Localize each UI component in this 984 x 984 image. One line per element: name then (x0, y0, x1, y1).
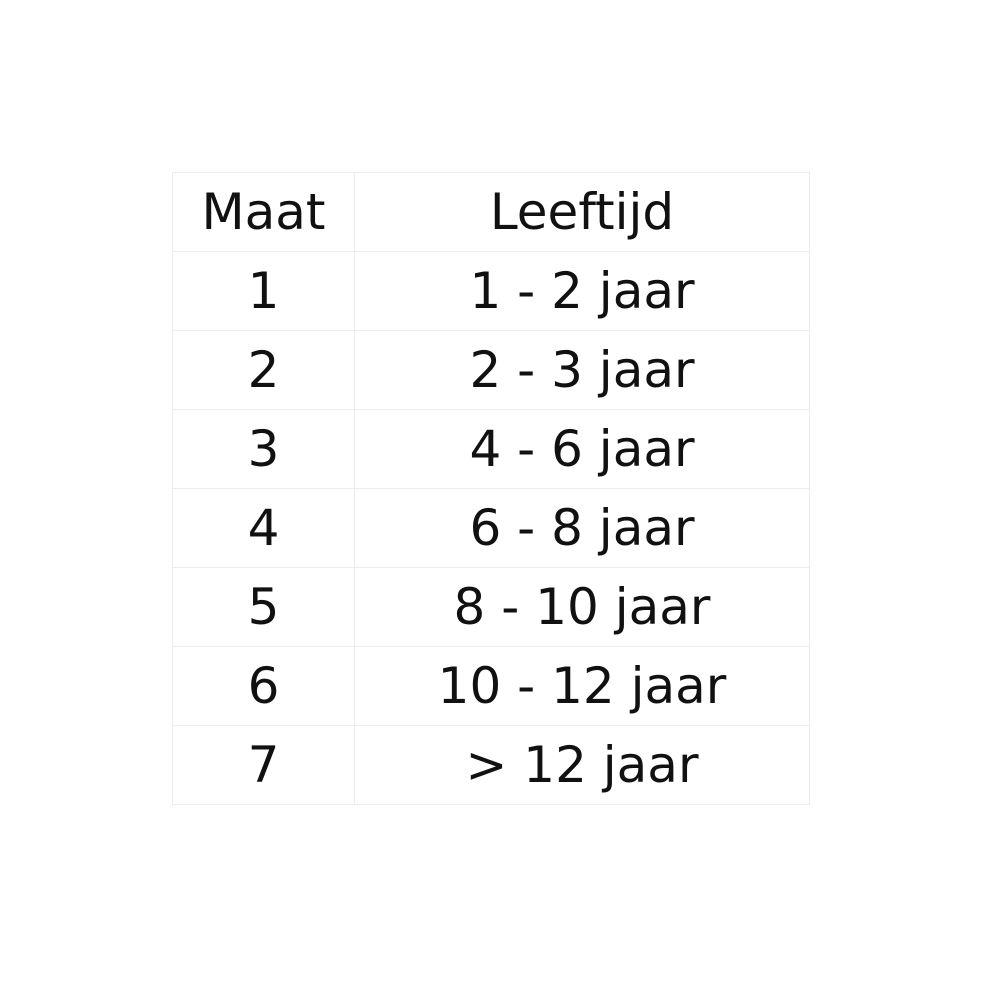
age-cell: 4 - 6 jaar (354, 409, 810, 489)
size-cell: 6 (172, 646, 355, 726)
age-cell: 8 - 10 jaar (354, 567, 810, 647)
age-cell: 6 - 8 jaar (354, 488, 810, 568)
age-cell: 10 - 12 jaar (354, 646, 810, 726)
table-row: 7 > 12 jaar (172, 725, 810, 805)
size-cell: 7 (172, 725, 355, 805)
age-cell: 2 - 3 jaar (354, 330, 810, 410)
size-cell: 1 (172, 251, 355, 331)
header-leeftijd: Leeftijd (354, 172, 810, 252)
table-row: 6 10 - 12 jaar (172, 646, 810, 726)
size-cell: 2 (172, 330, 355, 410)
size-cell: 3 (172, 409, 355, 489)
header-maat: Maat (172, 172, 355, 252)
age-cell: > 12 jaar (354, 725, 810, 805)
age-cell: 1 - 2 jaar (354, 251, 810, 331)
header-row: Maat Leeftijd (172, 172, 810, 252)
size-cell: 5 (172, 567, 355, 647)
size-cell: 4 (172, 488, 355, 568)
